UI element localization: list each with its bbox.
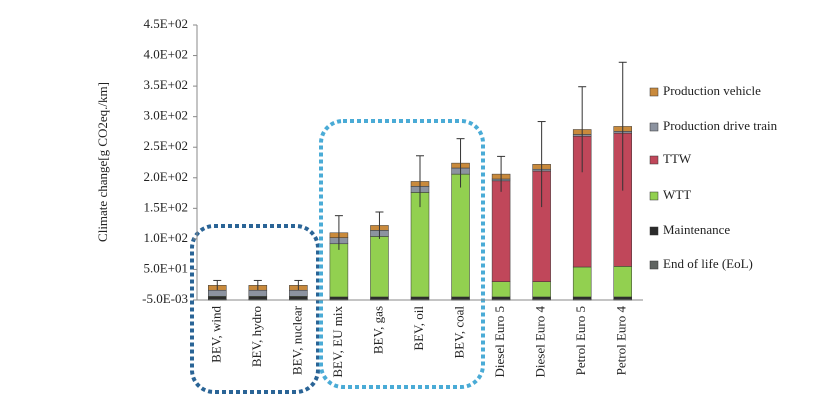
bar-segment — [208, 289, 227, 297]
bar-segment — [370, 236, 389, 298]
bar-segment — [491, 296, 511, 300]
y-tick-label: 1.0E+02 — [143, 230, 188, 245]
legend-label: TTW — [663, 151, 692, 166]
x-tick-label: BEV, coal — [452, 306, 467, 359]
legend-label: End of life (EoL) — [663, 256, 753, 271]
bar-segment — [329, 243, 349, 298]
x-tick-label: Petrol Euro 5 — [573, 306, 588, 375]
x-tick-label: BEV, nuclear — [289, 305, 304, 375]
bar-segment — [532, 296, 551, 300]
y-tick-label: -5.0E-03 — [142, 291, 188, 306]
bar-segment — [491, 180, 511, 282]
bar-segment — [613, 266, 632, 298]
y-tick-label: 2.5E+02 — [143, 138, 188, 153]
y-tick-label: 1.5E+02 — [143, 199, 188, 214]
legend-swatch — [649, 260, 659, 270]
y-tick-label: 4.0E+02 — [143, 47, 188, 62]
x-tick-label: BEV, gas — [370, 306, 385, 354]
x-tick-label: BEV, hydro — [249, 306, 264, 367]
y-tick-label: 3.0E+02 — [143, 108, 188, 123]
bar-segment — [289, 296, 308, 300]
bar-segment — [572, 266, 592, 298]
bar-segment — [451, 173, 470, 298]
bar-segment — [613, 296, 632, 300]
bar-segment — [289, 289, 308, 297]
y-tick-label: 2.0E+02 — [143, 169, 188, 184]
y-tick-label: 3.5E+02 — [143, 77, 188, 92]
legend-swatch — [649, 87, 659, 97]
y-axis-label: Climate change[g CO2eq./km] — [95, 82, 110, 242]
bar-segment — [410, 192, 430, 298]
legend-label: Production vehicle — [663, 83, 761, 98]
x-tick-label: BEV, oil — [411, 306, 426, 351]
bar-segment — [329, 296, 349, 300]
highlight-box — [319, 119, 485, 389]
bar-segment — [208, 296, 227, 300]
legend-label: Maintenance — [663, 222, 730, 237]
legend-label: WTT — [663, 187, 691, 202]
highlight-box — [190, 224, 320, 394]
bar-segment — [451, 296, 470, 300]
x-tick-label: BEV, wind — [208, 306, 223, 363]
legend-swatch — [649, 155, 659, 165]
x-tick-label: Petrol Euro 4 — [614, 306, 629, 376]
bar-segment — [370, 296, 389, 300]
x-tick-label: Diesel Euro 4 — [533, 306, 548, 378]
legend-swatch — [649, 226, 659, 236]
legend-swatch — [649, 191, 659, 201]
bar-segment — [491, 281, 511, 298]
legend-swatch — [649, 122, 659, 132]
y-tick-label: 5.0E+01 — [143, 260, 188, 275]
y-tick-label: 4.5E+02 — [143, 16, 188, 31]
x-tick-label: Diesel Euro 5 — [492, 306, 507, 377]
bar-segment — [248, 296, 268, 300]
legend-label: Production drive train — [663, 118, 778, 133]
bar-segment — [248, 289, 268, 297]
bar-segment — [572, 296, 592, 300]
bar-segment — [532, 281, 551, 298]
bar-segment — [410, 296, 430, 300]
x-tick-label: BEV, EU mix — [330, 306, 345, 378]
